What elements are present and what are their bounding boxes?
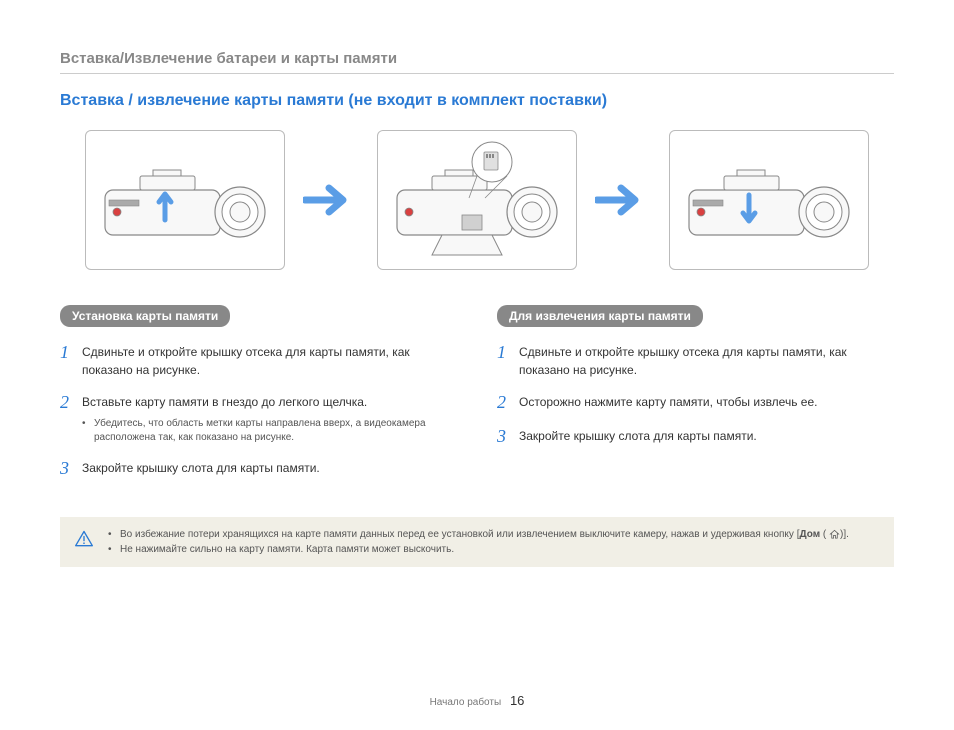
step-number: 1 [60, 343, 74, 363]
step-number: 2 [497, 393, 511, 413]
step-text: Вставьте карту памяти в гнездо до легког… [82, 393, 457, 445]
camera-icon [95, 140, 275, 260]
step-number: 3 [60, 459, 74, 479]
step-text: Осторожно нажмите карту памяти, чтобы из… [519, 393, 894, 411]
illustration-panel-2 [377, 130, 577, 270]
step-text: Сдвиньте и откройте крышку отсека для ка… [82, 343, 457, 379]
step-number: 1 [497, 343, 511, 363]
instruction-columns: Установка карты памяти 1 Сдвиньте и откр… [60, 305, 894, 493]
footer-section: Начало работы [430, 697, 502, 708]
step-text: Закройте крышку слота для карты памяти. [82, 459, 457, 477]
right-column-header: Для извлечения карты памяти [497, 305, 703, 327]
note-text-pre: Во избежание потери хранящихся на карте … [120, 529, 799, 540]
right-column: Для извлечения карты памяти 1 Сдвиньте и… [497, 305, 894, 493]
right-step-2: 2 Осторожно нажмите карту памяти, чтобы … [497, 393, 894, 413]
note-item-1: Во избежание потери хранящихся на карте … [108, 527, 880, 542]
note-list: Во избежание потери хранящихся на карте … [108, 527, 880, 557]
left-step-3: 3 Закройте крышку слота для карты памяти… [60, 459, 457, 479]
home-icon [829, 529, 840, 540]
note-text-post: )]. [840, 529, 849, 540]
home-label: Дом [799, 529, 820, 540]
section-title: Вставка / извлечение карты памяти (не вх… [60, 92, 894, 110]
step-sub-bullet: Убедитесь, что область метки карты напра… [82, 417, 457, 445]
step-number: 3 [497, 427, 511, 447]
illustration-panel-1 [85, 130, 285, 270]
camera-open-icon [387, 140, 567, 260]
right-step-3: 3 Закройте крышку слота для карты памяти… [497, 427, 894, 447]
illustration-panel-3 [669, 130, 869, 270]
step-text: Закройте крышку слота для карты памяти. [519, 427, 894, 445]
page-footer: Начало работы 16 [0, 693, 954, 708]
step-text-inner: Вставьте карту памяти в гнездо до легког… [82, 395, 367, 409]
right-step-1: 1 Сдвиньте и откройте крышку отсека для … [497, 343, 894, 379]
left-step-1: 1 Сдвиньте и откройте крышку отсека для … [60, 343, 457, 379]
arrow-right-1 [303, 180, 359, 220]
step-text: Сдвиньте и откройте крышку отсека для ка… [519, 343, 894, 379]
divider [60, 73, 894, 74]
camera-close-icon [679, 140, 859, 260]
arrow-right-2 [595, 180, 651, 220]
note-item-2: Не нажимайте сильно на карту памяти. Кар… [108, 542, 880, 557]
footer-page-number: 16 [510, 693, 524, 708]
note-box: Во избежание потери хранящихся на карте … [60, 517, 894, 567]
left-column: Установка карты памяти 1 Сдвиньте и откр… [60, 305, 457, 493]
breadcrumb: Вставка/Извлечение батареи и карты памят… [60, 50, 894, 67]
left-step-2: 2 Вставьте карту памяти в гнездо до легк… [60, 393, 457, 445]
warning-icon [74, 529, 94, 549]
illustration-row [60, 130, 894, 270]
left-column-header: Установка карты памяти [60, 305, 230, 327]
step-number: 2 [60, 393, 74, 413]
